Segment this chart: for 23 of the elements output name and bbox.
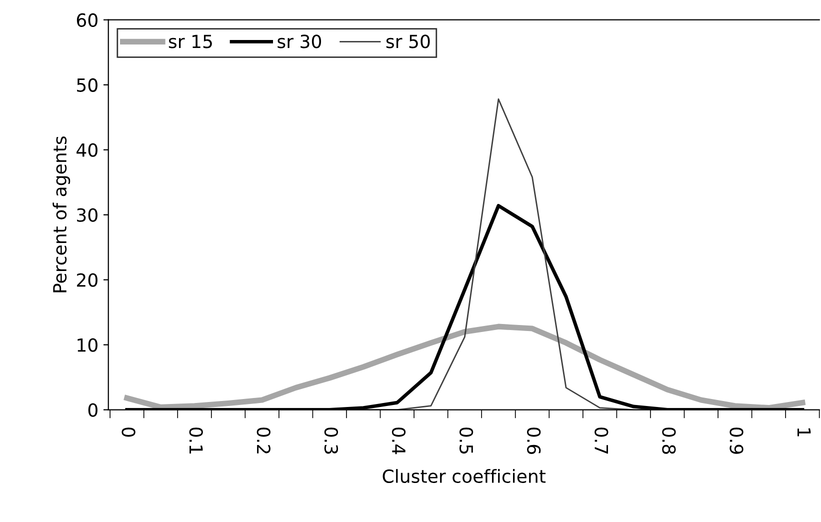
y-tick-label: 10: [78, 338, 98, 352]
x-axis-title: Cluster coefficient: [382, 469, 546, 484]
y-tick-label: 0: [88, 403, 98, 417]
x-tick-label: 0: [122, 428, 136, 437]
x-tick-label: 0.5: [459, 428, 474, 454]
y-axis-title: Percent of agents: [52, 136, 70, 292]
x-tick-label: 0.4: [392, 428, 406, 454]
legend-label: sr 15: [168, 34, 212, 48]
x-tick-label: 0.8: [662, 428, 676, 454]
x-tick-label: 0.7: [594, 428, 608, 454]
legend-label: sr 30: [278, 34, 322, 48]
x-tick-label: 0.6: [527, 428, 541, 454]
x-tick-label: 0.9: [730, 428, 744, 454]
y-tick-label: 60: [76, 13, 98, 27]
y-tick-label: 50: [77, 78, 98, 92]
y-tick-label: 20: [76, 273, 98, 287]
legend-label: sr 50: [386, 34, 430, 48]
x-tick-label: 0.2: [256, 428, 270, 454]
y-tick-label: 30: [77, 208, 98, 222]
x-tick-label: 0.3: [324, 428, 338, 454]
x-tick-label: 0.1: [189, 428, 203, 454]
y-tick-label: 40: [76, 143, 98, 157]
x-tick-label: 1: [797, 428, 811, 436]
